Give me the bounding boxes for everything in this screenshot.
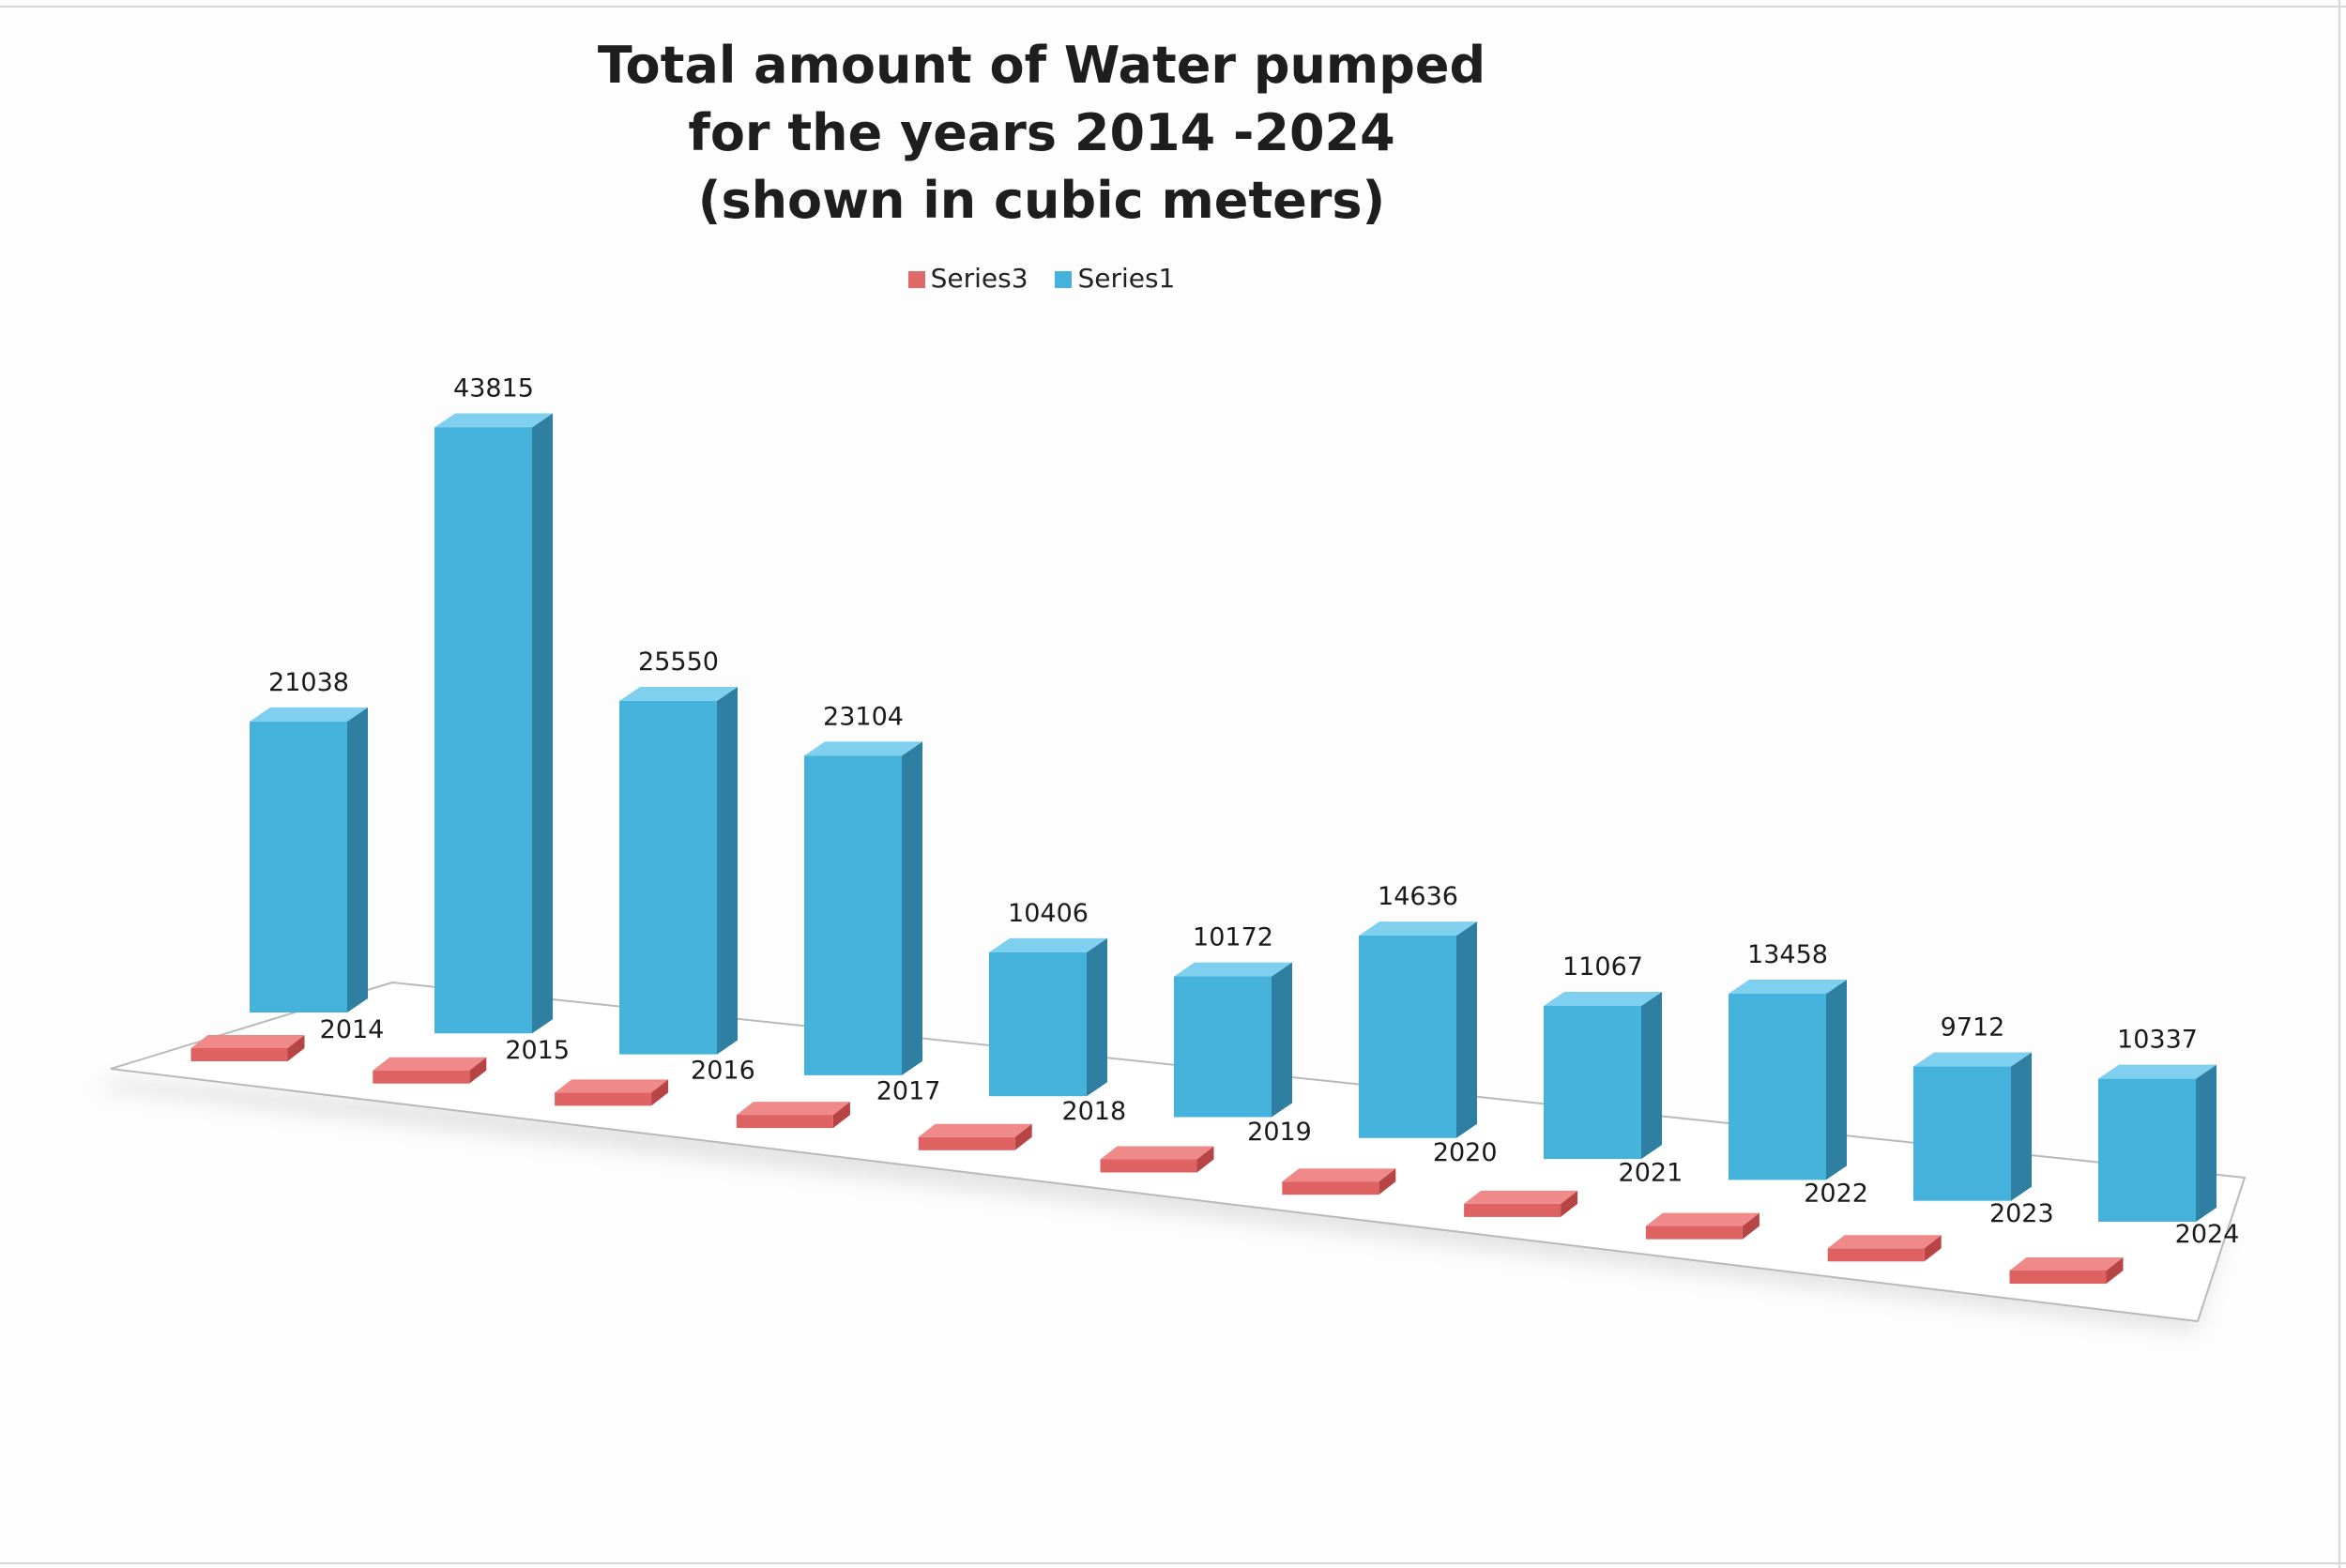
chart-floor-shadow: [94, 1079, 2224, 1332]
value-label-2020: 14636: [1378, 882, 1458, 911]
chart-marks: 2014 2015 2016 2017 2018 2019 2020 2021 2022 2023…: [190, 373, 2240, 1284]
legend-label-series3: Series3: [930, 262, 1028, 294]
value-label-2014: 21038: [268, 668, 349, 697]
value-label-2018: 10406: [1008, 899, 1089, 928]
bar-series3-2022: [1645, 1212, 1760, 1240]
bar-series1-2017: [804, 741, 922, 1075]
legend-swatch-series1: [1055, 270, 1073, 288]
value-label-2022: 13458: [1747, 940, 1828, 969]
legend-label-series1: Series1: [1077, 262, 1176, 294]
value-label-2024: 10337: [2117, 1026, 2198, 1055]
chart-title-line-1: Total amount of Water pumped: [597, 36, 1486, 95]
category-label-2024: 2024: [2175, 1220, 2240, 1249]
legend-entry-series1: Series1: [1055, 263, 1175, 294]
bar-series1-2019: [1174, 962, 1292, 1118]
bar-series3-2024: [2009, 1257, 2124, 1284]
category-label-2021: 2021: [1619, 1159, 1683, 1188]
bar-series3-2021: [1464, 1190, 1578, 1217]
value-label-2016: 25550: [638, 647, 719, 677]
chart-title-line-3: (shown in cubic meters): [697, 171, 1386, 230]
value-label-2021: 11067: [1562, 952, 1643, 982]
bar-series3-2014: [190, 1035, 305, 1061]
bar-series1-2014: [250, 707, 368, 1012]
chart-title: Total amount of Water pumped for the yea…: [0, 32, 2083, 235]
bar-series1-2021: [1544, 991, 1662, 1160]
bar-series3-2020: [1282, 1168, 1396, 1195]
bar-series3-2016: [555, 1079, 669, 1106]
page-border-right: [2338, 0, 2340, 1568]
bar-series1-2015: [434, 413, 553, 1034]
category-label-2016: 2016: [691, 1057, 755, 1086]
bar-series1-2020: [1359, 921, 1477, 1138]
value-label-2019: 10172: [1193, 923, 1273, 952]
value-label-2017: 23104: [823, 702, 904, 731]
category-label-2019: 2019: [1247, 1118, 1312, 1147]
value-label-2023: 9712: [1941, 1013, 2005, 1043]
value-label-2015: 43815: [453, 373, 534, 403]
page-border-bottom: [0, 1562, 2346, 1564]
bar-series3-2023: [1827, 1235, 1942, 1262]
bar-series3-2015: [373, 1057, 487, 1084]
bar-series1-2022: [1729, 980, 1847, 1180]
bar-series3-2019: [1100, 1146, 1214, 1173]
page-border-top: [0, 6, 2346, 8]
chart-legend: Series3 Series1: [0, 261, 2083, 294]
bar-series1-2024: [2098, 1064, 2217, 1222]
category-label-2015: 2015: [505, 1036, 570, 1065]
bar-series3-2018: [918, 1123, 1032, 1150]
bar-series1-2016: [619, 686, 738, 1055]
chart-title-line-2: for the years 2014 -2024: [688, 103, 1395, 162]
category-label-2014: 2014: [320, 1015, 385, 1044]
category-label-2023: 2023: [1989, 1199, 2054, 1228]
legend-swatch-series3: [907, 270, 925, 288]
legend-entry-series3: Series3: [907, 262, 1028, 294]
bar-series1-2018: [989, 937, 1107, 1097]
category-label-2022: 2022: [1804, 1179, 1868, 1208]
category-label-2018: 2018: [1061, 1097, 1126, 1126]
bar-series1-2023: [1913, 1052, 2032, 1201]
category-label-2020: 2020: [1433, 1138, 1498, 1167]
bar-series3-2017: [736, 1102, 850, 1129]
category-label-2017: 2017: [876, 1076, 941, 1105]
